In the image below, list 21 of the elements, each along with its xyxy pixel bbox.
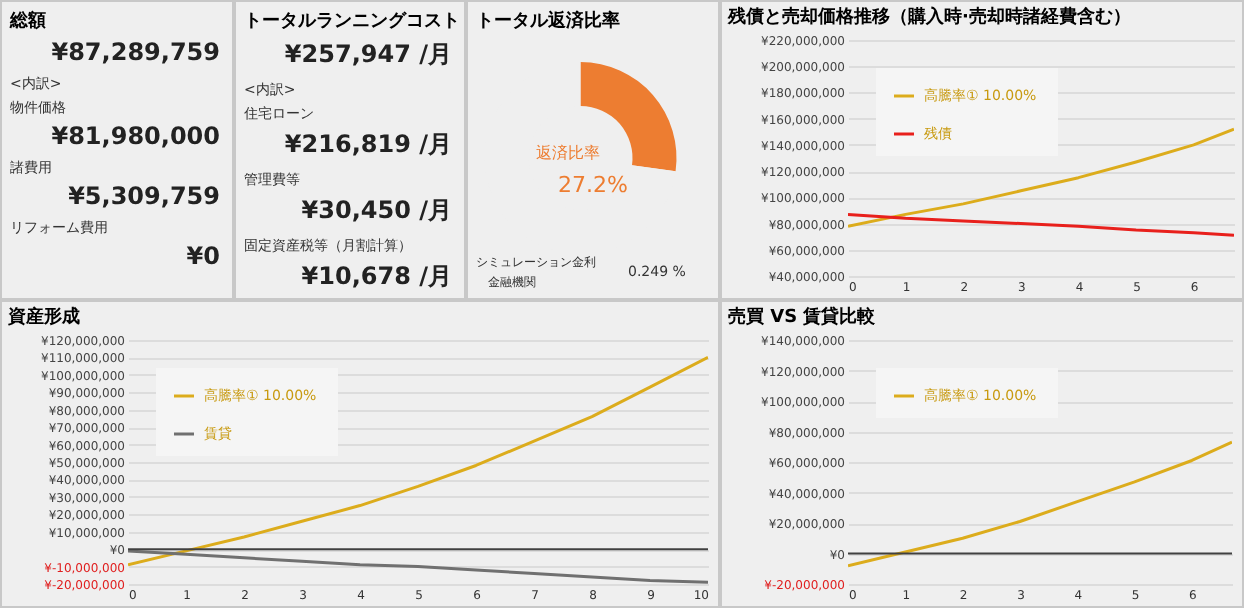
line-series <box>128 355 708 567</box>
line-series <box>848 440 1232 568</box>
line-series <box>848 212 1234 237</box>
text: トータルランニングコスト <box>242 9 462 34</box>
text: 27.2% <box>558 172 628 198</box>
chart-title: 売買 VS 賃貸比較 <box>728 306 878 328</box>
text: ¥30,450 /月 <box>299 194 454 228</box>
text: ¥5,309,759 <box>66 180 222 214</box>
text: ¥87,289,759 <box>49 36 222 70</box>
text: ¥257,947 /月 <box>282 38 454 72</box>
text: ¥81,980,000 <box>49 120 222 154</box>
chart-title: 残債と売却価格推移（購入時·売却時諸経費含む） <box>726 6 1131 28</box>
text: ¥0 <box>184 240 222 274</box>
line-series <box>128 549 708 584</box>
chart-title: 資産形成 <box>6 306 80 328</box>
text: 返済比率 <box>536 144 600 162</box>
line-series <box>848 127 1234 228</box>
text: 総額 <box>7 8 48 34</box>
text: ¥10,678 /月 <box>299 260 454 294</box>
text: ¥216,819 /月 <box>282 128 454 162</box>
chart-title: トータル返済比率 <box>476 10 620 32</box>
